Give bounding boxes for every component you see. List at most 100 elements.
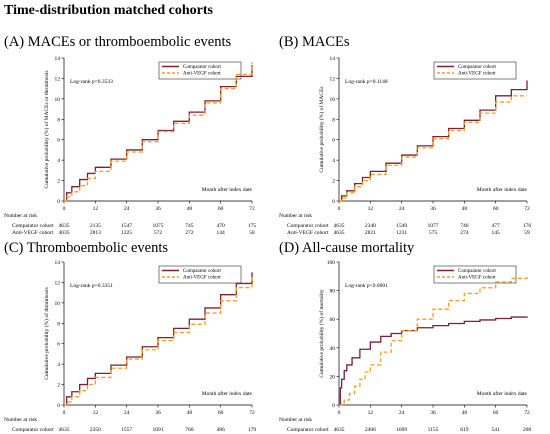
at-risk-count: 470: [217, 223, 226, 229]
logrank-label: Log-rank p=0.1148: [345, 79, 388, 85]
at-risk-count: 58: [249, 230, 255, 236]
at-risk-count: 4635: [59, 223, 70, 229]
x-tick-label: 36: [155, 410, 161, 416]
at-risk-count: 745: [185, 223, 194, 229]
y-tick-label: 2: [57, 179, 60, 185]
x-tick-label: 0: [63, 206, 66, 212]
y-tick-label: 0: [57, 403, 60, 409]
y-tick-label: 10: [55, 301, 61, 307]
y-tick-label: 12: [330, 76, 336, 82]
x-tick-label: 48: [462, 410, 468, 416]
x-tick-label: 0: [338, 410, 341, 416]
legend-label-1: Comparator cohort: [183, 65, 222, 70]
at-risk-count: 2350: [90, 427, 101, 433]
y-tick-label: 10: [55, 97, 61, 103]
y-tick-label: 60: [330, 317, 336, 323]
km-panel-1: (A) MACEs or thromboembolic events024681…: [4, 34, 256, 236]
at-risk-row-label: Comparator cohort: [12, 223, 54, 229]
x-tick-label: 12: [93, 410, 99, 416]
y-tick-label: 14: [55, 56, 61, 62]
y-tick-label: 4: [57, 158, 60, 164]
at-risk-count: 2821: [365, 230, 376, 236]
km-curve-anti-vegf: [339, 95, 527, 202]
y-tick-label: 100: [327, 260, 336, 266]
y-tick-label: 10: [330, 97, 336, 103]
y-tick-label: 14: [330, 56, 336, 62]
x-tick-label: 48: [187, 410, 193, 416]
y-axis-label: Cumulative probability (%) of thrombosis: [43, 287, 50, 380]
km-panel-4: (D) All-cause mortality 0 20 40 60 80 100 0 12 24…: [279, 240, 532, 433]
legend-label-1: Comparator cohort: [458, 65, 497, 70]
y-tick-label: 80: [330, 289, 336, 295]
at-risk-count: 1609: [396, 427, 407, 433]
at-risk-header: Number at risk: [4, 417, 37, 423]
at-risk-header: Number at risk: [279, 213, 312, 219]
at-risk-count: 2135: [90, 223, 101, 229]
at-risk-count: 575: [429, 230, 438, 236]
x-tick-label: 60: [218, 206, 224, 212]
x-axis-label: Month after index date: [477, 186, 528, 193]
x-axis-label: Month after index date: [202, 390, 253, 397]
at-risk-row-label: Comparator cohort: [12, 427, 54, 433]
km-curve-comparator: [64, 65, 253, 202]
y-tick-label: 14: [55, 260, 61, 266]
at-risk-count: 2406: [365, 427, 376, 433]
x-tick-label: 12: [93, 206, 99, 212]
panel-label: (B) MACEs: [279, 34, 350, 50]
y-tick-label: 12: [55, 280, 61, 286]
legend-label-2: Anti-VEGF cohort: [183, 72, 221, 77]
x-tick-label: 24: [399, 410, 405, 416]
at-risk-row-label: Anti-VEGF cohort: [12, 230, 54, 236]
y-tick-label: 0: [332, 403, 335, 409]
at-risk-count: 746: [460, 223, 469, 229]
legend-label-1: Comparator cohort: [183, 269, 222, 274]
y-tick-label: 8: [332, 117, 335, 123]
y-tick-label: 4: [332, 158, 335, 164]
at-risk-count: 1557: [121, 427, 132, 433]
panel-label: (A) MACEs or thromboembolic events: [4, 34, 231, 50]
y-tick-label: 6: [57, 138, 60, 144]
at-risk-count: 2340: [365, 223, 376, 229]
at-risk-count: 179: [248, 427, 257, 433]
at-risk-count: 1075: [153, 223, 164, 229]
at-risk-count: 272: [185, 230, 194, 236]
x-tick-label: 12: [368, 206, 374, 212]
x-tick-label: 36: [430, 206, 436, 212]
y-tick-label: 0: [57, 199, 60, 205]
y-tick-label: 20: [330, 374, 336, 380]
at-risk-count: 486: [217, 427, 226, 433]
y-axis-label: Cumulative probability (%) of mortality: [318, 289, 325, 378]
at-risk-count: 176: [523, 223, 532, 229]
legend-box: [158, 265, 242, 284]
at-risk-count: 4635: [334, 230, 345, 236]
x-tick-label: 24: [399, 206, 405, 212]
km-curve-comparator: [339, 316, 528, 406]
x-tick-label: 48: [462, 206, 468, 212]
legend-box: [158, 61, 242, 80]
y-tick-label: 4: [57, 362, 60, 368]
y-tick-label: 6: [57, 342, 60, 348]
at-risk-count: 1549: [396, 223, 407, 229]
x-tick-label: 72: [249, 410, 255, 416]
at-risk-count: 208: [523, 427, 532, 433]
at-risk-count: 2813: [90, 230, 101, 236]
at-risk-header: Number at risk: [279, 417, 312, 423]
x-tick-label: 0: [63, 410, 66, 416]
legend-label-2: Anti-VEGF cohort: [183, 276, 221, 281]
x-tick-label: 72: [249, 206, 255, 212]
at-risk-count: 144: [217, 230, 226, 236]
legend-label-2: Anti-VEGF cohort: [458, 276, 496, 281]
x-tick-label: 72: [524, 410, 530, 416]
x-tick-label: 24: [124, 410, 130, 416]
at-risk-row-label: Anti-VEGF cohort: [287, 230, 329, 236]
at-risk-count: 1155: [428, 427, 439, 433]
logrank-label: Log-rank p=0.3533: [70, 79, 113, 85]
at-risk-count: 760: [185, 427, 194, 433]
x-tick-label: 12: [368, 410, 374, 416]
at-risk-count: 1077: [428, 223, 439, 229]
at-risk-row-label: Comparator cohort: [287, 223, 329, 229]
at-risk-count: 477: [492, 223, 501, 229]
panel-label: (D) All-cause mortality: [279, 240, 415, 256]
